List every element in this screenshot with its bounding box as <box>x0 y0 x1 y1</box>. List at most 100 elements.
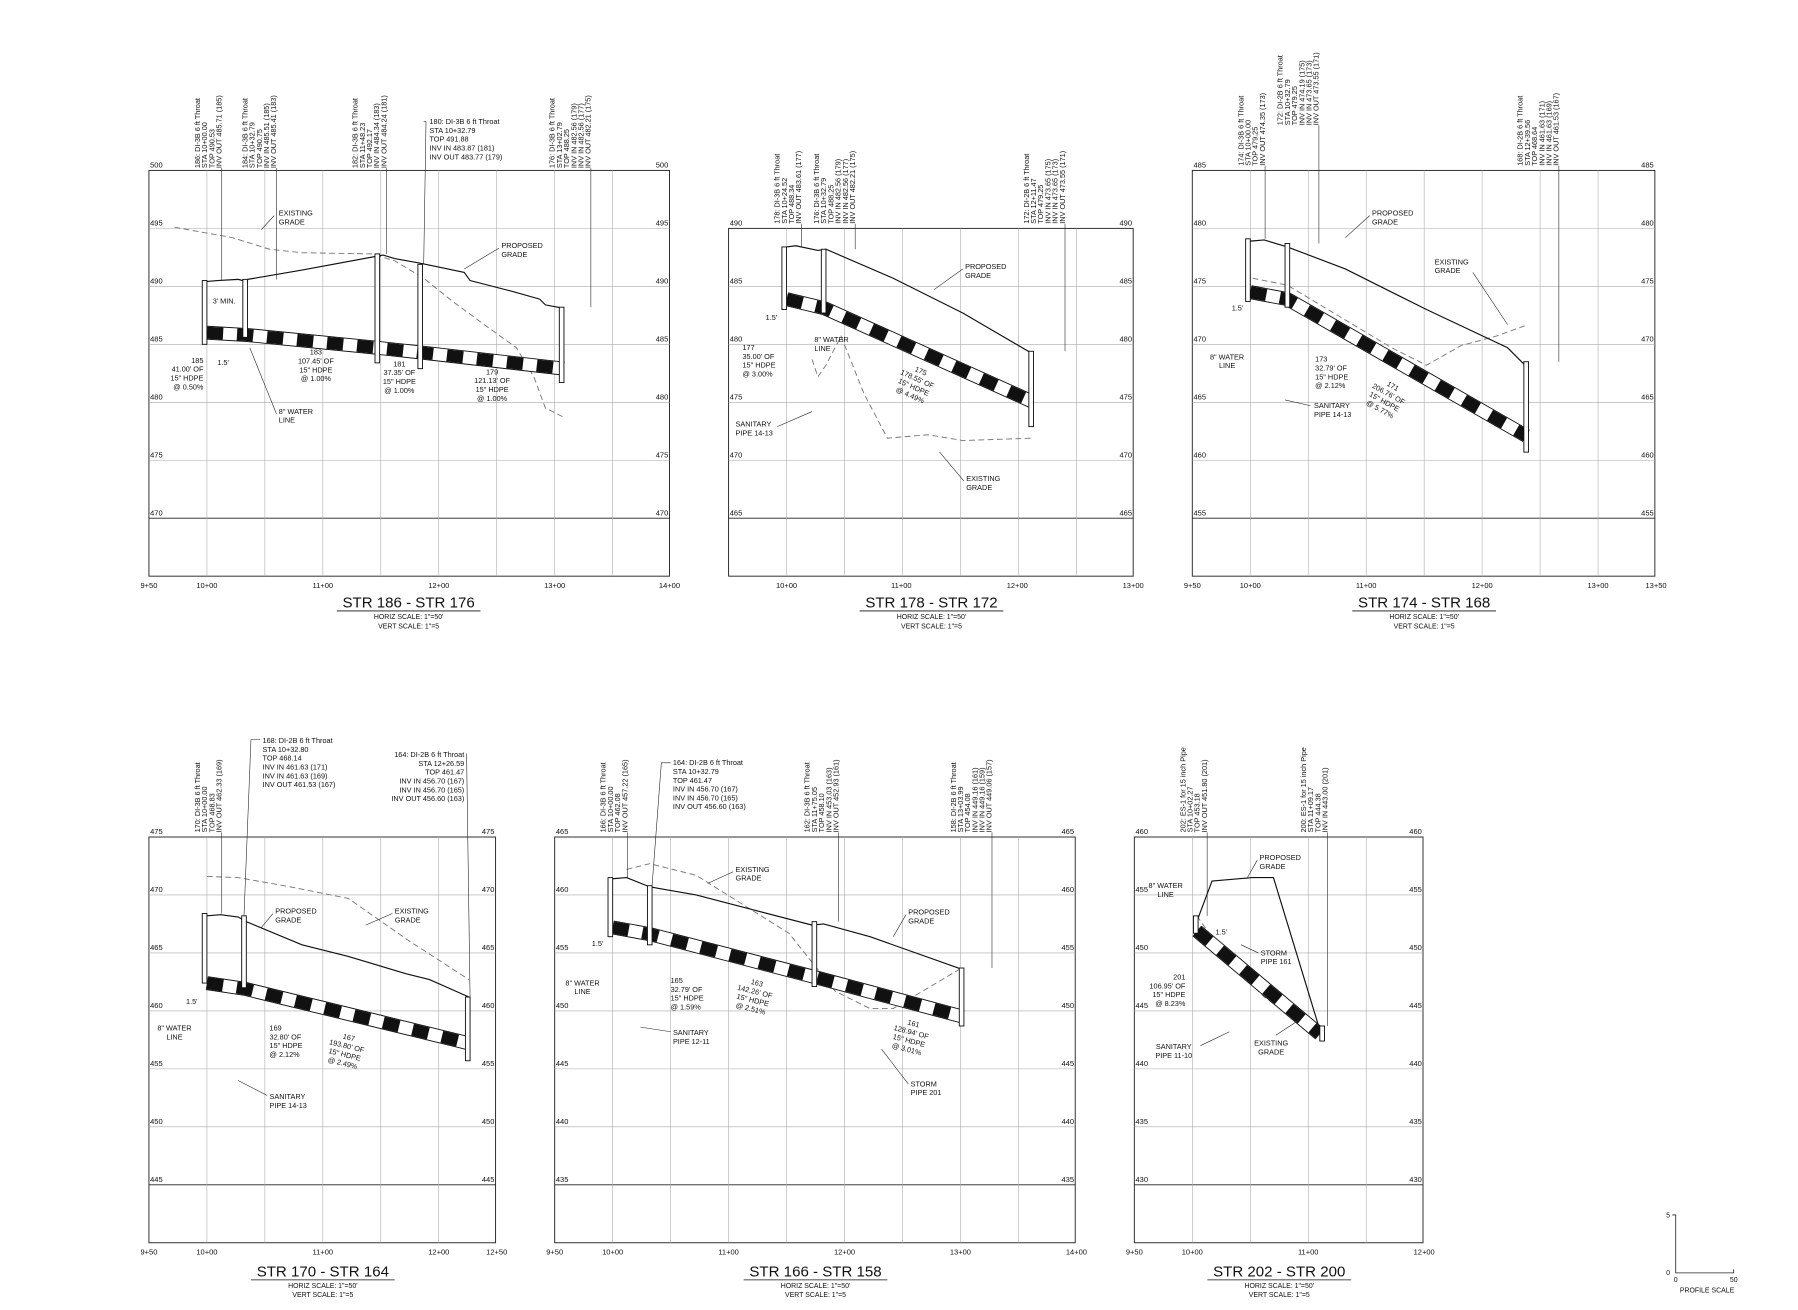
y-label-left: 485 <box>730 276 743 285</box>
structure-label: INV OUT 461.53 (167) <box>263 780 336 789</box>
annotation-text: 121.13' OF <box>474 376 510 385</box>
structure-label: INV IN 484.34 (183) <box>372 103 381 168</box>
structure-label: TOP 490.53 <box>207 129 216 168</box>
structure-label: TOP 468.64 <box>1530 127 1539 166</box>
station-label: 11+00 <box>1298 1247 1319 1256</box>
leader-line <box>1240 944 1259 954</box>
y-label-right: 470 <box>482 885 495 894</box>
structure-label: 158: DI-2B 6 ft Throat <box>949 762 958 832</box>
proposed-grade <box>612 876 962 970</box>
station-label: 13+00 <box>1123 581 1144 590</box>
profile-title: STR 166 - STR 158 <box>749 1263 881 1280</box>
y-label-left: 485 <box>150 334 163 343</box>
structure-label: INV IN 482.56 (179) <box>834 159 843 224</box>
annotation-text: SANITARY <box>270 1092 306 1101</box>
structure <box>1523 361 1529 453</box>
annotation-text: SANITARY <box>1314 401 1350 410</box>
y-label-left: 455 <box>1135 885 1148 894</box>
station-label: 10+00 <box>776 581 797 590</box>
structure-label: STA 13+02.79 <box>555 122 564 168</box>
pipe-hatch <box>1193 926 1324 1039</box>
scale-x-label: 0 <box>1674 1277 1678 1284</box>
structure-label: TOP 479.25 <box>1290 86 1299 125</box>
vert-scale: VERT SCALE: 1"=5 <box>292 1292 353 1299</box>
structure-label: INV IN 482.56 (177) <box>841 159 850 224</box>
y-label-left: 480 <box>1193 218 1206 227</box>
y-label-right: 450 <box>482 1117 495 1126</box>
y-label-left: 500 <box>150 161 163 170</box>
station-label: 13+00 <box>950 1247 971 1256</box>
y-label-right: 475 <box>482 827 495 836</box>
structure <box>242 278 248 338</box>
annotation-text: 32.79' OF <box>671 985 703 994</box>
y-label-right: 450 <box>1409 943 1422 952</box>
annotation-text: SANITARY <box>736 420 772 429</box>
structure-label: STA 10+32.79 <box>819 178 828 224</box>
structure-label: TOP 468.83 <box>207 793 216 832</box>
structure-label: 180: DI-3B 6 ft Throat <box>429 117 499 126</box>
structure <box>958 967 965 1027</box>
annotation-text: STORM <box>1261 948 1287 957</box>
y-label-left: 440 <box>556 1117 569 1126</box>
station-label: 9+50 <box>140 581 157 590</box>
annotation-text: LINE <box>574 987 590 996</box>
scale-title: PROFILE SCALE <box>1680 1288 1735 1295</box>
leader-line <box>261 215 275 230</box>
annotation-text: 185 <box>191 356 203 365</box>
structure-label: TOP 479.25 <box>1036 185 1045 224</box>
y-label-right: 445 <box>482 1175 495 1184</box>
structure-label: 164: DI-2B 6 ft Throat <box>673 758 743 767</box>
y-label-right: 465 <box>1119 508 1132 517</box>
structure-label: 166: DI-3B 6 ft Throat <box>599 762 608 832</box>
existing-grade <box>206 875 470 980</box>
annotation-text: 165 <box>671 976 683 985</box>
annotation-text: EXISTING <box>279 209 313 218</box>
annotation-text: GRADE <box>279 217 305 226</box>
structure-label: TOP 491.88 <box>429 135 468 144</box>
leader-line <box>1275 1019 1300 1036</box>
profile-title: STR 170 - STR 164 <box>257 1263 389 1280</box>
leader-line <box>933 268 963 291</box>
structure-label: INV IN 482.56 (179) <box>569 103 578 168</box>
structure <box>417 263 423 370</box>
annotation-text: 15" HDPE <box>170 373 203 382</box>
existing-grade <box>1252 277 1526 366</box>
y-label-left: 435 <box>556 1175 569 1184</box>
horiz-scale: HORIZ SCALE: 1"=50' <box>781 1283 851 1290</box>
y-label-right: 465 <box>1062 827 1075 836</box>
y-label-right: 435 <box>1062 1175 1075 1184</box>
y-label-right: 460 <box>482 1001 495 1010</box>
structure-label: INV IN 461.63 (171) <box>263 763 328 772</box>
structure <box>607 877 614 938</box>
structure-label: INV IN 473.65 (173) <box>1304 60 1313 125</box>
annotation-text: 177 <box>742 343 754 352</box>
annotation-text: PROPOSED <box>965 262 1006 271</box>
existing-grade <box>811 335 1033 441</box>
structure-label: TOP 461.47 <box>673 776 712 785</box>
y-label-right: 440 <box>1062 1117 1075 1126</box>
structure-label: INV OUT 483.77 (179) <box>429 152 502 161</box>
station-label: 10+00 <box>196 1247 217 1256</box>
station-label: 12+00 <box>1414 1247 1435 1256</box>
y-label-left: 465 <box>1193 392 1206 401</box>
structure-label: INV OUT 473.55 (171) <box>1312 52 1321 125</box>
structure-label: 172: DI-2B 6 ft Throat <box>1022 154 1031 224</box>
annotation: 1.5' <box>592 939 604 948</box>
pipe-hatch <box>205 977 471 1050</box>
structure-label: INV OUT 474.35 (173) <box>1258 93 1267 166</box>
profile-title: STR 186 - STR 176 <box>342 594 474 611</box>
structure <box>781 246 788 310</box>
y-label-left: 490 <box>730 218 743 227</box>
annotation-text: STORM <box>911 1079 937 1088</box>
annotation-text: PROPOSED <box>501 241 542 250</box>
structure <box>1028 350 1034 428</box>
leader-line <box>892 914 907 937</box>
